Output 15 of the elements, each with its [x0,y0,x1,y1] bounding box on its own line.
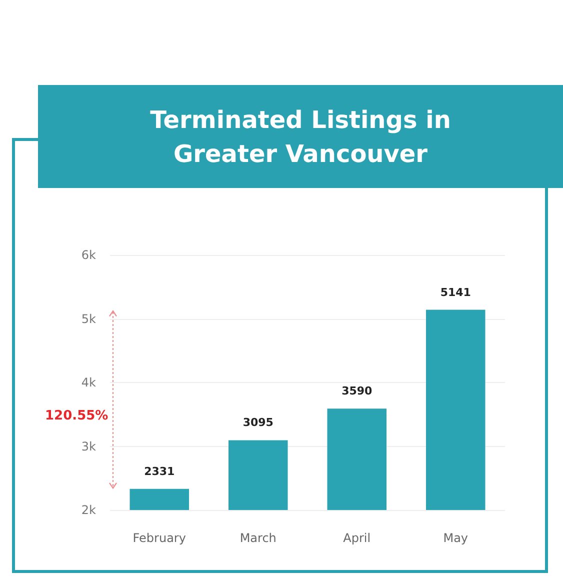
y-tick-label: 3k [81,439,96,454]
x-tick-label: February [132,531,186,545]
x-tick-label: April [343,531,371,545]
data-label: 3095 [242,416,274,430]
y-tick-label: 4k [81,376,96,390]
text: 120.55% [45,408,108,424]
data-label: 2331 [144,464,175,478]
y-tick-label: 5k [81,312,96,326]
chart-title: Terminated Listings in Greater Vancouver [149,104,452,170]
y-tick-label: 6k [81,248,96,262]
data-label: 3590 [342,384,373,398]
x-tick-label: May [443,531,468,545]
x-tick-label: March [240,531,276,545]
y-tick-label: 2k [81,503,96,517]
data-label: 5141 [440,286,471,299]
